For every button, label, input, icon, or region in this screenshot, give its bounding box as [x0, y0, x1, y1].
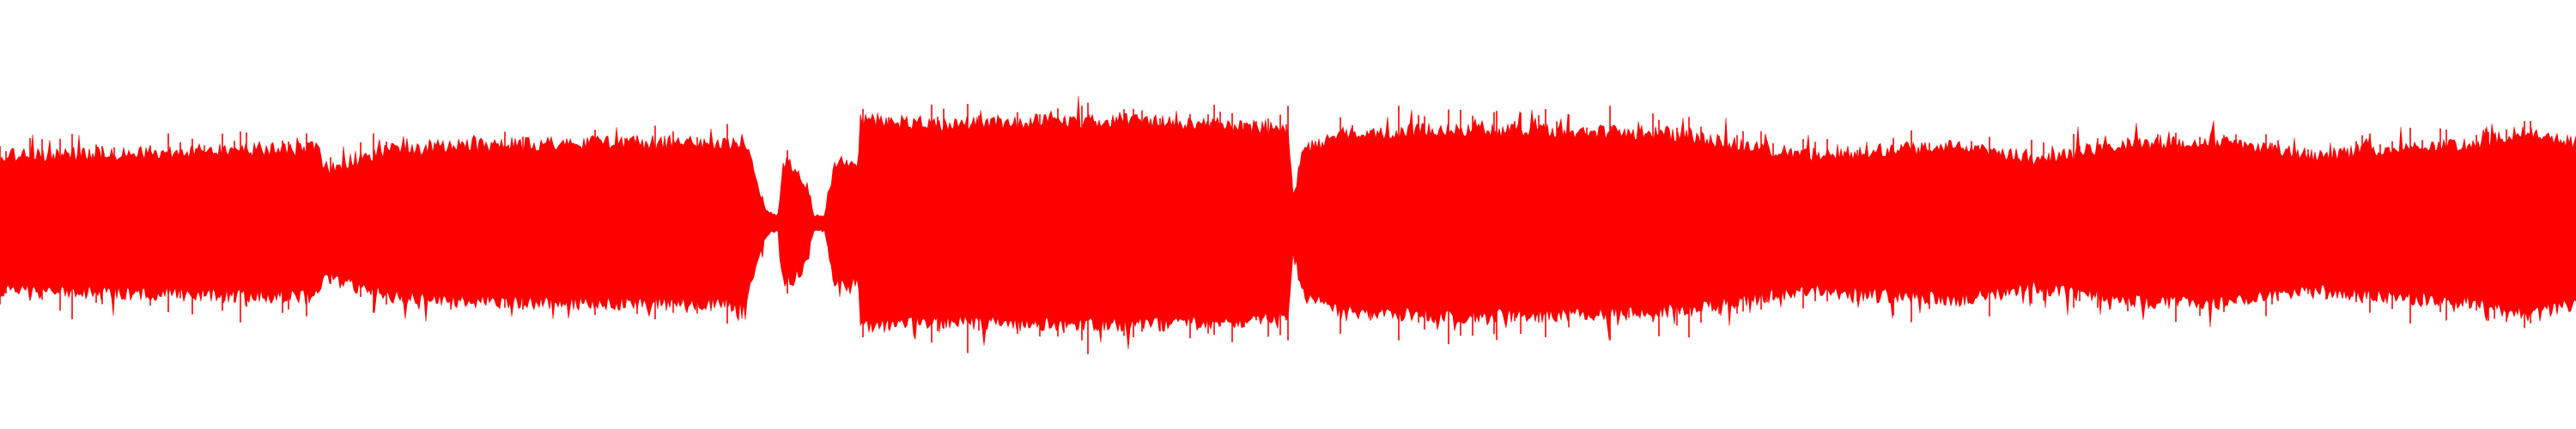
waveform-spikes	[0, 102, 2531, 354]
